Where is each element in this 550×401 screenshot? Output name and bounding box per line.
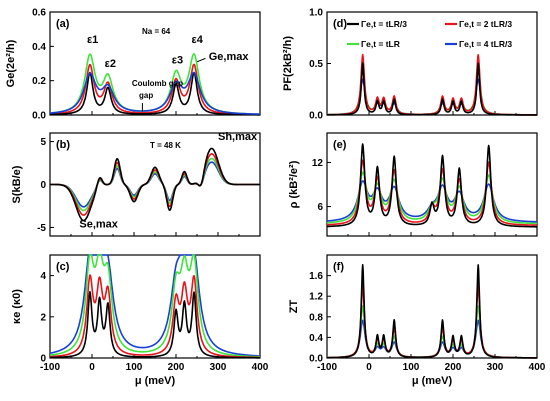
y-axis-label: ρ (kB²/e²) (288, 160, 300, 208)
panel-label: (d) (333, 18, 347, 30)
panel-label: (e) (333, 139, 347, 151)
y-axis-label: Ge(2e²/h) (5, 39, 17, 87)
annotation-eps3: ε3 (172, 55, 183, 67)
x-tick-label: 0 (89, 362, 95, 373)
x-axis-label: μ (meV) (412, 375, 453, 387)
y-tick-label: 12 (312, 158, 324, 169)
y-tick-label: 0.5 (309, 59, 323, 70)
series-line-1 (49, 274, 261, 359)
panel-label: (b) (56, 139, 70, 151)
x-tick-label: 300 (487, 362, 504, 373)
y-tick-label: 1.2 (309, 292, 323, 303)
panel-label: (a) (56, 18, 70, 30)
series-line-3 (49, 71, 261, 115)
y-tick-label: 1.6 (309, 271, 323, 282)
annotation-eps2: ε2 (105, 58, 116, 70)
x-tick-label: -100 (40, 362, 60, 373)
annotation-gemax: Ge,max (209, 51, 250, 63)
x-tick-label: 300 (210, 362, 227, 373)
y-tick-label: -5 (37, 223, 46, 234)
series-line-3 (49, 161, 261, 208)
panel-d: 0.0 0.5 1.0 PF(2kB²/h) (d) Γe,t = tLR/3 Γe,t =… (282, 8, 538, 122)
series-line-0 (326, 62, 538, 116)
y-tick-label: 0.0 (309, 354, 323, 365)
legend-item-2: Γe,t = tLR (347, 39, 400, 49)
series-line-0 (49, 71, 261, 116)
legend-label: Γe,t = 2 tLR/3 (459, 19, 512, 29)
x-tick-label: 100 (403, 362, 420, 373)
x-tick-label: 200 (168, 362, 185, 373)
panel-e: 6 12 ρ (kB²/e²) (e) (288, 132, 538, 237)
y-tick-label: 0 (40, 354, 46, 365)
y-tick-label: 0.8 (309, 312, 323, 323)
y-tick-label: 2 (40, 312, 46, 323)
x-tick-label: 200 (445, 362, 462, 373)
x-tick-label: 100 (126, 362, 143, 373)
annotation-semax: Se,max (79, 218, 118, 230)
y-tick-label: 1.0 (309, 8, 323, 19)
gemax-arrow (196, 57, 206, 63)
series-line-0 (326, 143, 538, 228)
series-line-1 (326, 159, 538, 226)
y-axis-label: PF(2kB²/h) (282, 36, 294, 91)
y-axis-label: κe (κ0) (11, 289, 23, 324)
y-tick-label: 5 (40, 137, 46, 148)
series-line-0 (49, 147, 261, 222)
y-tick-label: 0.4 (309, 333, 323, 344)
panel-label: (f) (333, 261, 344, 273)
annotation-eps1: ε1 (87, 34, 98, 46)
annotation-shmax: Sh,max (218, 131, 258, 143)
legend-label: Γe,t = tLR/3 (361, 19, 407, 29)
y-tick-label: 6 (317, 202, 323, 213)
panel-label: (c) (56, 261, 70, 273)
x-tick-label: 400 (252, 362, 269, 373)
y-tick-label: 0.4 (32, 42, 46, 53)
panel-a: 0.0 0.2 0.4 0.6 Ge(2e²/h) (a) Na = 64 ε1 ε2 ε3 ε4 G… (5, 8, 261, 122)
annotation-coulomb: Coulomb gap (132, 79, 183, 88)
y-tick-label: 0.0 (32, 111, 46, 122)
legend-item-3: Γe,t = 4 tLR/3 (445, 39, 512, 49)
y-axis-label: S(kB/e) (11, 165, 23, 203)
x-tick-label: 400 (529, 362, 546, 373)
series-line-2 (49, 254, 261, 358)
y-tick-label: 0 (40, 180, 46, 191)
y-axis-label: ZT (288, 300, 300, 314)
legend-label: Γe,t = tLR (361, 39, 400, 49)
x-tick-label: -100 (317, 362, 337, 373)
y-tick-label: 0.0 (309, 111, 323, 122)
series-line-2 (326, 305, 538, 359)
annotation-na: Na = 64 (142, 27, 171, 36)
legend-label: Γe,t = 4 tLR/3 (459, 39, 512, 49)
series-line-0 (326, 264, 538, 359)
legend-item-1: Γe,t = 2 tLR/3 (445, 19, 512, 29)
series-line-2 (49, 157, 261, 212)
annotation-gap: gap (139, 91, 153, 100)
series-line-1 (49, 63, 261, 116)
annotation-eps4: ε4 (192, 34, 204, 46)
x-tick-label: 0 (366, 362, 372, 373)
x-axis-label: μ (meV) (135, 375, 176, 387)
panel-b: -5 0 5 S(kB/e) (b) T = 48 K Sh,max Se,max (11, 131, 261, 237)
series-line-0 (49, 291, 261, 359)
panel-f: -100 0 100 200 300 400 0.0 0.4 0.8 1.2 1.6 μ (meV) Z… (288, 254, 546, 387)
series-line-3 (49, 254, 261, 357)
y-tick-label: 4 (40, 271, 46, 282)
annotation-temperature: T = 48 K (150, 141, 181, 150)
y-tick-label: 0.2 (32, 76, 46, 87)
y-tick-label: 0.6 (32, 8, 46, 19)
legend-item-0: Γe,t = tLR/3 (347, 19, 407, 29)
